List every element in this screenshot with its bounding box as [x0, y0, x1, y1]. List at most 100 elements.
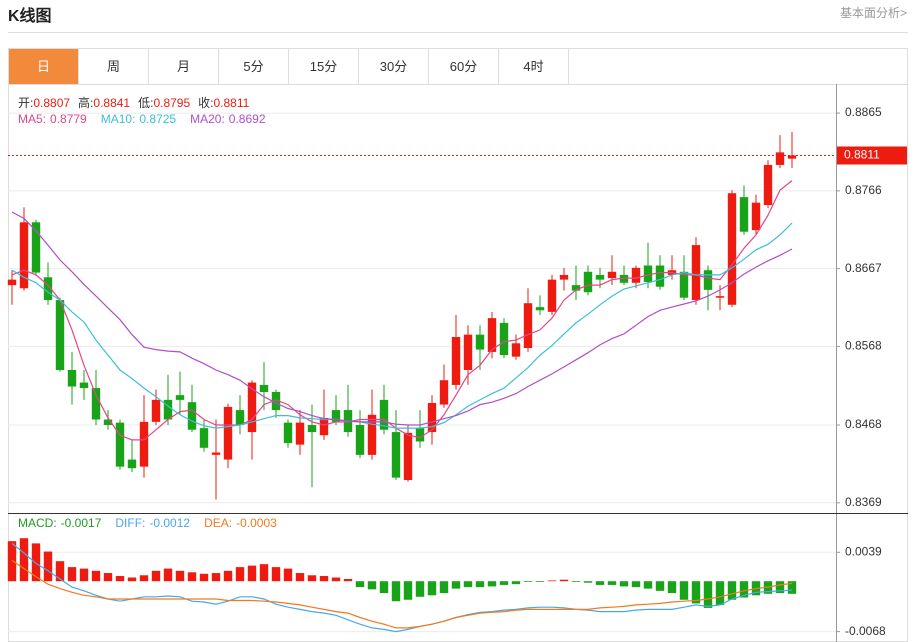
period-tab[interactable]: 5分: [219, 49, 289, 84]
macd-bar: [607, 581, 617, 585]
legend-value: 0.8811: [213, 96, 250, 110]
candle-body: [55, 300, 65, 370]
candle-body: [727, 193, 737, 305]
candle-body: [91, 388, 101, 420]
analysis-link[interactable]: 基本面分析>: [839, 6, 907, 20]
y-tick-label: 0.8369: [845, 495, 882, 509]
candle-body: [691, 245, 701, 301]
legend-label: 收:: [198, 96, 214, 110]
candle-body: [319, 417, 329, 436]
macd-bar: [787, 581, 797, 594]
macd-bar: [163, 568, 173, 582]
macd-bar: [391, 581, 401, 602]
macd-bar: [379, 581, 389, 594]
legend-value: -0.0012: [149, 516, 191, 530]
macd-bar: [271, 567, 281, 582]
macd-bar: [355, 581, 365, 588]
legend: MACD: -0.0017 DIFF: -0.0012 DEA: -0.0003: [18, 516, 277, 530]
candle-body: [631, 267, 641, 283]
macd-line: [11, 559, 793, 629]
macd-bar: [223, 570, 233, 582]
candle-body: [67, 370, 77, 387]
chart: 0.8865 0.8766 0.8667 0.8568 0.8468 0.8369 0.88…: [7, 84, 908, 642]
macd-bar: [727, 581, 737, 600]
candle-body: [523, 303, 533, 348]
macd-bar: [295, 573, 305, 582]
candle-body: [235, 410, 245, 425]
macd-bar: [127, 577, 137, 582]
ma-line: [11, 222, 793, 429]
macd-bar: [79, 568, 89, 582]
legend-label: 高:: [78, 96, 94, 110]
candle-body: [439, 380, 449, 405]
candle-body: [427, 403, 437, 433]
period-tab[interactable]: 60分: [429, 49, 499, 84]
macd-bar: [331, 577, 341, 582]
macd-line: [11, 542, 793, 633]
candle-body: [199, 428, 209, 448]
macd-bar: [319, 576, 329, 582]
header-rule: [8, 32, 908, 33]
candle-body: [283, 422, 293, 444]
macd-bar: [103, 573, 113, 582]
period-tab[interactable]: 30分: [359, 49, 429, 84]
y-tick-label: 0.0039: [845, 544, 882, 558]
candle-body: [43, 277, 53, 301]
candle-body: [187, 402, 197, 430]
candle-body: [583, 271, 593, 293]
candle-body: [79, 382, 89, 389]
candle-body: [223, 406, 233, 460]
y-tick-label: 0.8766: [845, 183, 882, 197]
candle-body: [247, 382, 257, 433]
candle-body: [415, 428, 425, 442]
period-tab[interactable]: 日: [9, 49, 79, 84]
period-tab[interactable]: 4时: [499, 49, 569, 84]
candle-body: [295, 422, 305, 445]
macd-bar: [115, 576, 125, 582]
macd-bar: [547, 580, 557, 582]
macd-bar: [439, 581, 449, 594]
candle-body: [679, 271, 689, 298]
candle-body: [475, 334, 485, 350]
candle-body: [763, 164, 773, 205]
candle-body: [595, 274, 605, 280]
macd-bar: [559, 579, 569, 582]
candle-body: [331, 410, 341, 422]
macd-bar: [463, 581, 473, 588]
macd-bar: [511, 581, 521, 585]
candle-body: [487, 318, 497, 352]
period-tab[interactable]: 月: [149, 49, 219, 84]
candle-body: [655, 265, 665, 287]
candle-body: [175, 395, 185, 400]
legend-value: 0.8807: [33, 96, 71, 110]
macd-bar: [487, 581, 497, 587]
macd-bar: [91, 570, 101, 582]
candle-body: [163, 399, 173, 420]
macd-bar: [199, 573, 209, 582]
legend-value: -0.0003: [236, 516, 277, 530]
candle-body: [451, 337, 461, 385]
candle-body: [367, 414, 377, 455]
legend-value: 0.8692: [228, 112, 266, 126]
period-tab[interactable]: 15分: [289, 49, 359, 84]
macd-bar: [691, 581, 701, 604]
macd-bar: [343, 578, 353, 582]
legend-label: 开:: [18, 96, 34, 110]
macd-bar: [475, 581, 485, 588]
macd-bar: [139, 575, 149, 582]
ma-line: [11, 211, 793, 426]
macd-bar: [151, 570, 161, 582]
macd-bar: [619, 581, 629, 587]
macd-bar: [247, 565, 257, 582]
legend-label: DEA:: [204, 516, 233, 530]
y-tick-label: 0.8568: [845, 339, 882, 353]
legend-value: 0.8725: [139, 112, 177, 126]
candle-body: [571, 285, 581, 291]
macd-bar: [535, 581, 545, 582]
header-title: K线图: [8, 8, 52, 25]
macd-bar: [643, 581, 653, 589]
candle-body: [307, 425, 317, 433]
candle-body: [127, 459, 137, 469]
period-tab[interactable]: 周: [79, 49, 149, 84]
